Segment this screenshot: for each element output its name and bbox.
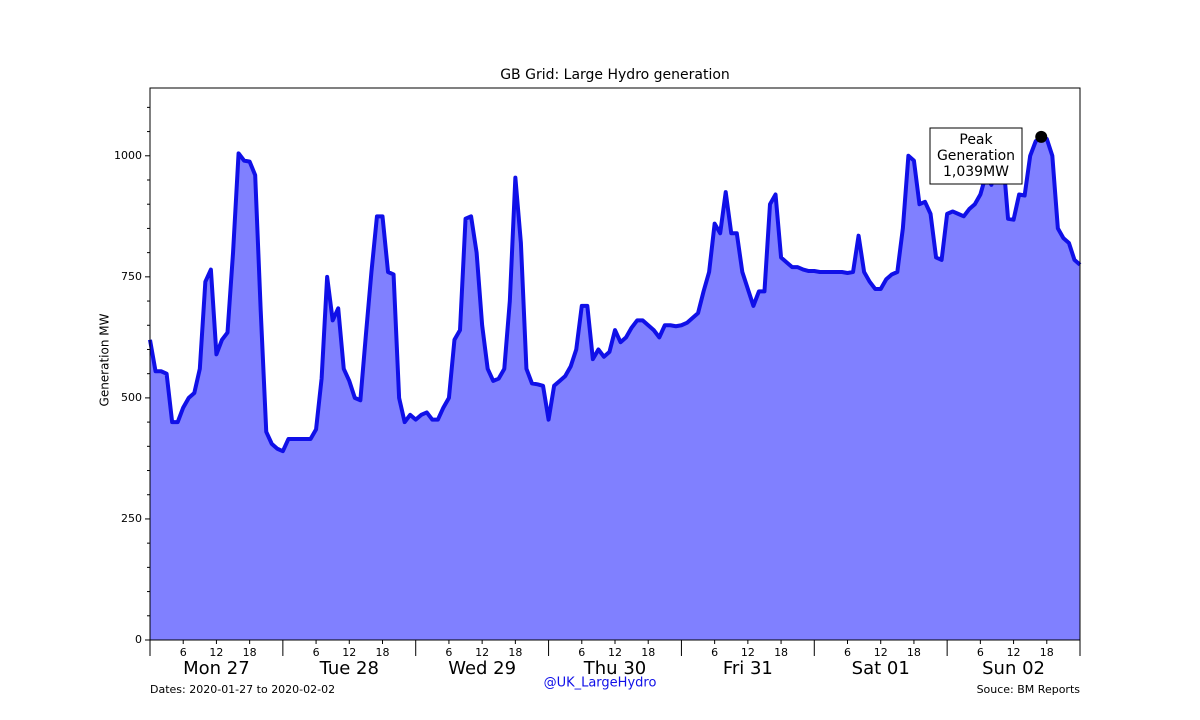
y-tick-label: 1000: [114, 149, 142, 162]
area-line: [148, 134, 1082, 454]
x-tick-label: 6: [180, 646, 187, 659]
x-tick-label: 18: [641, 646, 655, 659]
x-tick-label: 18: [907, 646, 921, 659]
area-fill: [150, 136, 1080, 640]
x-tick-label: 12: [741, 646, 755, 659]
x-tick-label: 12: [608, 646, 622, 659]
day-label: Tue 28: [319, 658, 379, 679]
x-tick-label: 6: [977, 646, 984, 659]
footer-right: Souce: BM Reports: [977, 683, 1081, 696]
x-tick-label: 12: [1007, 646, 1021, 659]
x-tick-label: 18: [243, 646, 257, 659]
x-tick-label: 6: [445, 646, 452, 659]
day-label: Wed 29: [448, 658, 516, 679]
x-tick-label: 18: [508, 646, 522, 659]
y-tick-label: 250: [121, 512, 142, 525]
day-label: Mon 27: [183, 658, 250, 679]
annotation-box: [929, 127, 1023, 185]
x-tick-label: 12: [342, 646, 356, 659]
annotation-text: 1,039MW: [943, 164, 1009, 180]
day-label: Thu 30: [583, 658, 646, 679]
x-tick-label: 6: [844, 646, 851, 659]
y-tick-label: 750: [121, 270, 142, 283]
chart-title: GB Grid: Large Hydro generation: [500, 67, 730, 83]
y-tick-label: 0: [135, 633, 142, 646]
x-tick-label: 6: [711, 646, 718, 659]
y-axis-label: Generation MW: [98, 313, 112, 406]
day-label: Sun 02: [982, 658, 1045, 679]
footer-center: @UK_LargeHydro: [544, 676, 657, 691]
x-tick-label: 18: [1040, 646, 1054, 659]
x-tick-label: 18: [774, 646, 788, 659]
day-label: Sat 01: [852, 658, 910, 679]
x-tick-label: 6: [313, 646, 320, 659]
annotation-text: Generation: [937, 148, 1015, 164]
day-label: Fri 31: [723, 658, 773, 679]
x-tick-label: 12: [874, 646, 888, 659]
peak-marker: [1035, 130, 1048, 143]
y-tick-label: 500: [121, 391, 142, 404]
x-tick-label: 12: [209, 646, 223, 659]
footer-left: Dates: 2020-01-27 to 2020-02-02: [150, 683, 335, 696]
x-tick-label: 6: [578, 646, 585, 659]
x-tick-label: 18: [376, 646, 390, 659]
annotation-text: Peak: [959, 132, 993, 148]
x-tick-label: 12: [475, 646, 489, 659]
